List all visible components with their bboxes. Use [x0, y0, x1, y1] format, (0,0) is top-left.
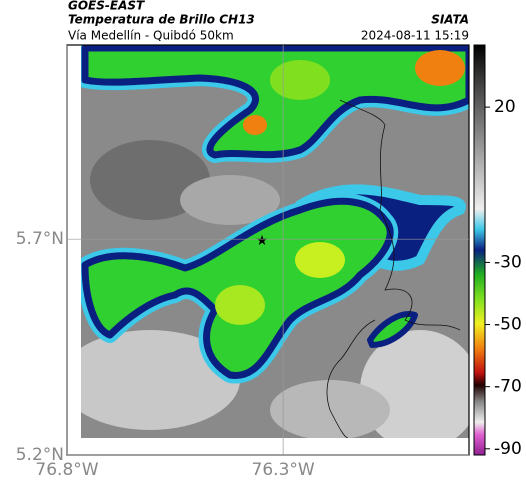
colorbar-tick-label: -50: [494, 315, 522, 335]
timestamp: 2024-08-11 15:19: [361, 29, 469, 43]
x-tick-label: 76.3°W: [252, 460, 315, 480]
colorbar: [473, 44, 486, 456]
y-tick-label: 5.7°N: [16, 229, 64, 249]
colorbar-tick-label: 20: [494, 97, 516, 117]
satellite-image: ★: [81, 45, 469, 438]
colorbar-tick-label: -30: [494, 252, 522, 272]
subtitle: Vía Medellín - Quibdó 50km: [68, 29, 234, 43]
satellite: GOES-EAST: [68, 0, 145, 13]
colorbar-tick-label: -90: [494, 439, 522, 459]
title: Temperatura de Brillo CH13: [68, 13, 255, 27]
location-marker: ★: [256, 233, 269, 249]
source: SIATA: [431, 13, 469, 27]
y-tick-label: 5.2°N: [16, 445, 64, 465]
colorbar-tick-label: -70: [494, 377, 522, 397]
x-tick-label: 76.8°W: [35, 460, 98, 480]
